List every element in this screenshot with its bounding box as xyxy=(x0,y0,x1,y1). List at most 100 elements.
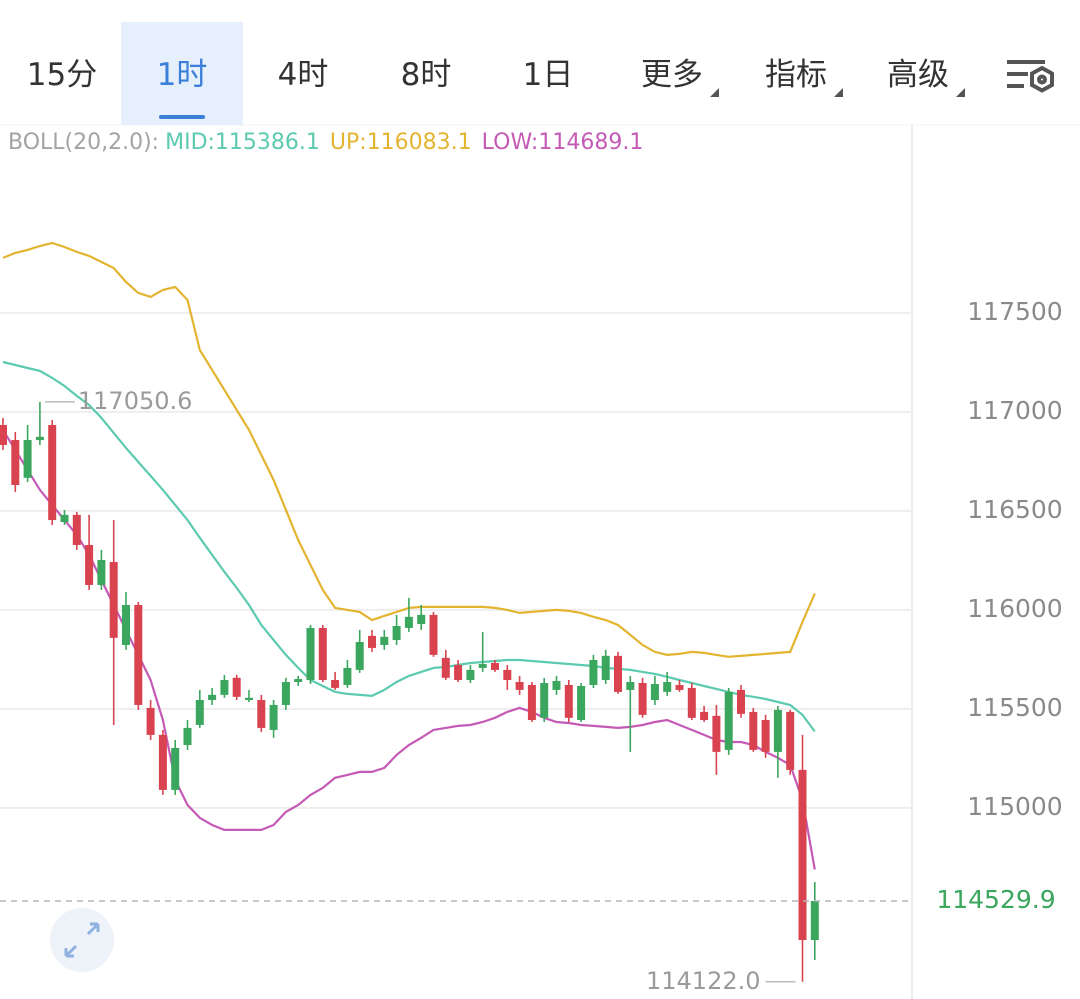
candle-body xyxy=(564,684,573,718)
candle xyxy=(11,431,20,492)
candle-body xyxy=(786,711,795,770)
candle-body xyxy=(195,700,204,725)
candle xyxy=(0,417,7,450)
candle-body xyxy=(183,727,192,745)
menu-caret xyxy=(956,88,965,97)
candle xyxy=(331,671,340,690)
candle xyxy=(724,687,733,755)
candle xyxy=(183,720,192,750)
candle-body xyxy=(663,681,672,692)
icon-hex xyxy=(1030,65,1054,93)
candle xyxy=(220,674,229,698)
y-tick-label: 115500 xyxy=(967,693,1062,722)
candle-body xyxy=(134,604,143,705)
candle-body xyxy=(318,627,327,681)
candle-body xyxy=(737,689,745,714)
candle xyxy=(810,881,819,960)
candle-body xyxy=(97,560,106,585)
candle xyxy=(392,614,401,645)
candle xyxy=(171,740,180,795)
indicator-name: BOLL(20,2.0): xyxy=(8,130,160,155)
candle xyxy=(454,660,463,682)
candle xyxy=(355,629,364,673)
time-tab[interactable]: 15分 xyxy=(26,57,98,93)
expand-button[interactable] xyxy=(50,908,114,972)
candle-body xyxy=(540,682,549,718)
candle xyxy=(97,549,106,590)
candle xyxy=(343,660,352,688)
legend-value: 115386.1 xyxy=(214,130,320,155)
candle-body xyxy=(773,709,782,752)
candle xyxy=(60,509,69,525)
candle-body xyxy=(638,682,647,715)
time-tab[interactable]: 8时 xyxy=(400,57,452,93)
candle xyxy=(281,677,290,710)
candle-body xyxy=(343,667,352,685)
candle-body xyxy=(454,664,463,681)
candle xyxy=(85,514,94,590)
candle-body xyxy=(527,684,536,721)
legend-name: LOW: xyxy=(481,130,539,155)
candle xyxy=(232,674,241,701)
candle-body xyxy=(208,694,217,701)
candle xyxy=(540,677,549,722)
candle-body xyxy=(158,734,167,790)
time-tab[interactable]: 4时 xyxy=(277,57,329,93)
candle xyxy=(245,689,253,702)
candle-body xyxy=(577,685,586,721)
candle-body xyxy=(23,440,32,478)
candle xyxy=(589,654,598,688)
icon-dot xyxy=(1037,74,1047,85)
candle xyxy=(195,689,204,728)
candle xyxy=(614,651,622,694)
low-label: 114122.0 xyxy=(646,967,761,995)
legend-name: MID: xyxy=(165,130,215,155)
time-tab[interactable]: 更多 xyxy=(641,57,703,93)
candle-body xyxy=(85,544,94,585)
y-tick-label: 116000 xyxy=(967,594,1062,623)
candle-body xyxy=(380,636,389,645)
candle xyxy=(577,682,586,722)
indicator-legend: BOLL(20,2.0): MID:115386.1 UP:116083.1 LOW:… xyxy=(8,130,643,155)
candle xyxy=(306,624,315,684)
candle xyxy=(23,424,32,483)
candle xyxy=(466,664,475,683)
candle xyxy=(134,601,143,710)
menu-caret xyxy=(834,88,843,97)
candle xyxy=(257,694,266,732)
candle-body xyxy=(11,440,20,485)
candle-body xyxy=(281,681,290,705)
candle-body xyxy=(306,627,315,681)
settings-icon[interactable] xyxy=(1007,60,1054,93)
last-price-label: 114529.9 xyxy=(936,885,1055,914)
candle-body xyxy=(466,669,475,681)
candle-body xyxy=(257,700,266,728)
time-tab[interactable]: 1时 xyxy=(121,22,243,125)
legend-value: 116083.1 xyxy=(366,130,472,155)
candle-body xyxy=(675,684,684,690)
boll-line xyxy=(2,241,816,658)
candle xyxy=(72,511,81,550)
y-tick-label: 116500 xyxy=(967,495,1062,524)
time-tab[interactable]: 高级 xyxy=(887,57,949,93)
time-tab[interactable]: 指标 xyxy=(765,57,827,93)
candle-body xyxy=(491,662,499,670)
candle-body xyxy=(35,436,44,441)
candle-body xyxy=(232,677,241,697)
candle-body xyxy=(171,747,180,790)
candle-body xyxy=(601,655,610,681)
candle xyxy=(146,700,155,741)
candle-body xyxy=(60,514,69,523)
candle-body xyxy=(220,680,229,695)
candle-body xyxy=(0,424,7,445)
legend-value: 114689.1 xyxy=(538,130,644,155)
candle-body xyxy=(404,616,413,628)
candle-body xyxy=(478,663,487,668)
candle xyxy=(798,734,807,982)
candle xyxy=(478,631,487,672)
candle xyxy=(515,675,524,695)
time-tab[interactable]: 1日 xyxy=(522,57,574,93)
candle xyxy=(503,664,512,690)
candle xyxy=(269,700,278,738)
